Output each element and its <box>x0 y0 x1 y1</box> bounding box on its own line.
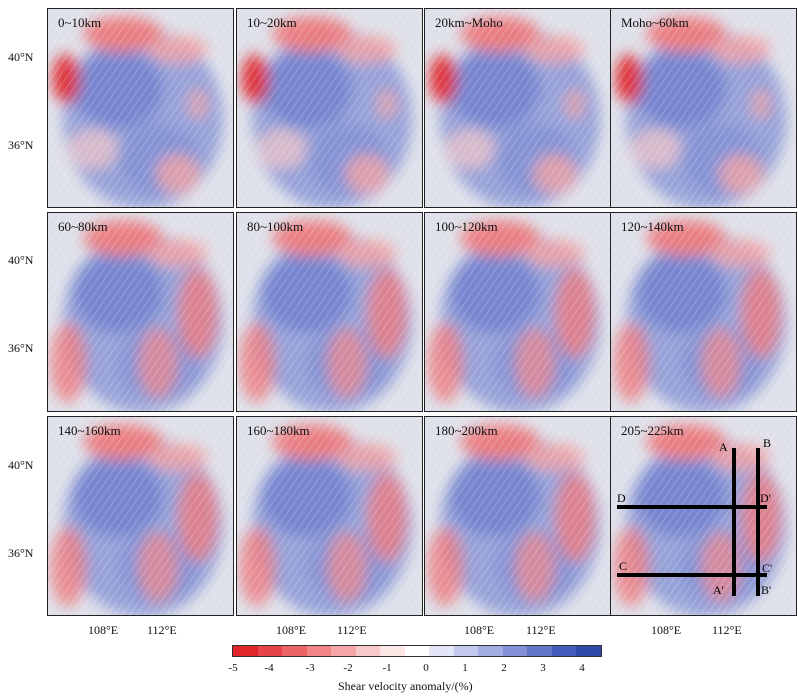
colorbar-swatch <box>306 646 332 656</box>
colorbar-tick-label: 4 <box>579 662 585 674</box>
anomaly-map <box>48 213 233 411</box>
panel-depth-label: 160~180km <box>247 423 310 438</box>
map-panel: 160~180km <box>236 416 423 616</box>
colorbar-swatch <box>404 646 430 656</box>
anomaly-map <box>611 213 796 411</box>
colorbar-swatch <box>527 646 552 656</box>
panel-depth-label: 100~120km <box>435 219 498 234</box>
panel-depth-label: Moho~60km <box>621 15 689 30</box>
colorbar-swatch <box>331 646 356 656</box>
colorbar-swatch <box>478 646 503 656</box>
panel-depth-label: 20km~Moho <box>435 15 503 30</box>
anomaly-map <box>611 9 796 207</box>
lon-label-112: 112°E <box>147 623 177 637</box>
lat-label-36: 36°N <box>8 546 34 560</box>
profile-label-d: D <box>617 491 626 505</box>
anomaly-map <box>611 417 796 615</box>
colorbar-tick-label: -2 <box>343 662 353 674</box>
profile-line-c <box>617 573 767 577</box>
anomaly-map <box>48 9 233 207</box>
colorbar-title: Shear velocity anomaly/(%) <box>338 679 473 693</box>
lat-label-36: 36°N <box>8 138 34 152</box>
lon-label-108: 108°E <box>651 623 682 637</box>
profile-line-b <box>756 448 760 596</box>
anomaly-map <box>237 213 422 411</box>
colorbar-tick-label: 3 <box>540 662 546 674</box>
colorbar-tick-label: -3 <box>305 662 315 674</box>
profile-label-a-prime: A' <box>713 583 724 597</box>
anomaly-map <box>237 417 422 615</box>
anomaly-map <box>425 213 610 411</box>
lat-label-40: 40°N <box>8 253 34 267</box>
colorbar-tick-label: -1 <box>382 662 392 674</box>
colorbar-tick-label: 0 <box>423 662 429 674</box>
map-panel: Moho~60km <box>610 8 797 208</box>
map-panel: 140~160km <box>47 416 234 616</box>
colorbar-swatch <box>502 646 528 656</box>
map-panel: 20km~Moho <box>424 8 611 208</box>
map-panel: 120~140km <box>610 212 797 412</box>
colorbar-swatch <box>429 646 454 656</box>
map-panel: 100~120km <box>424 212 611 412</box>
panel-depth-label: 60~80km <box>58 219 108 234</box>
map-panel: 180~200km <box>424 416 611 616</box>
map-panel: 0~10km <box>47 8 234 208</box>
colorbar-swatch <box>257 646 283 656</box>
panel-depth-label: 180~200km <box>435 423 498 438</box>
lon-label-112: 112°E <box>712 623 742 637</box>
map-panel: 60~80km <box>47 212 234 412</box>
colorbar-swatch <box>282 646 307 656</box>
profile-label-d-prime: D' <box>760 491 771 505</box>
colorbar-swatch <box>551 646 577 656</box>
profile-label-b-prime: B' <box>761 583 772 597</box>
profile-label-c: C <box>619 559 628 573</box>
colorbar-tick-label: -4 <box>264 662 274 674</box>
map-panel: 10~20km <box>236 8 423 208</box>
colorbar-swatch <box>233 646 258 656</box>
panel-depth-label: 10~20km <box>247 15 297 30</box>
lon-label-108: 108°E <box>88 623 119 637</box>
colorbar-swatch <box>453 646 479 656</box>
panel-depth-label: 140~160km <box>58 423 121 438</box>
colorbar-swatch <box>576 646 601 656</box>
anomaly-map <box>48 417 233 615</box>
profile-label-b: B <box>763 436 772 450</box>
panel-depth-label: 80~100km <box>247 219 304 234</box>
lat-label-40: 40°N <box>8 50 34 64</box>
colorbar-tick-label: -5 <box>228 662 238 674</box>
panel-depth-label: 205~225km <box>621 423 684 438</box>
anomaly-map <box>425 9 610 207</box>
anomaly-map <box>237 9 422 207</box>
colorbar-tick-label: 1 <box>462 662 468 674</box>
map-panel: 80~100km <box>236 212 423 412</box>
lat-label-40: 40°N <box>8 458 34 472</box>
profile-line-a <box>732 448 736 596</box>
map-panel: 205~225km <box>610 416 797 616</box>
profile-label-a: A <box>719 440 728 454</box>
profile-line-d <box>617 505 767 509</box>
panel-depth-label: 0~10km <box>58 15 102 30</box>
lat-label-36: 36°N <box>8 341 34 355</box>
colorbar-tick-label: 2 <box>501 662 507 674</box>
colorbar <box>232 645 602 657</box>
anomaly-map <box>425 417 610 615</box>
profile-label-c-prime: C' <box>762 561 773 575</box>
lon-label-112: 112°E <box>337 623 367 637</box>
panel-depth-label: 120~140km <box>621 219 684 234</box>
colorbar-swatch <box>355 646 381 656</box>
colorbar-swatch <box>380 646 405 656</box>
lon-label-112: 112°E <box>526 623 556 637</box>
lon-label-108: 108°E <box>276 623 307 637</box>
lon-label-108: 108°E <box>464 623 495 637</box>
